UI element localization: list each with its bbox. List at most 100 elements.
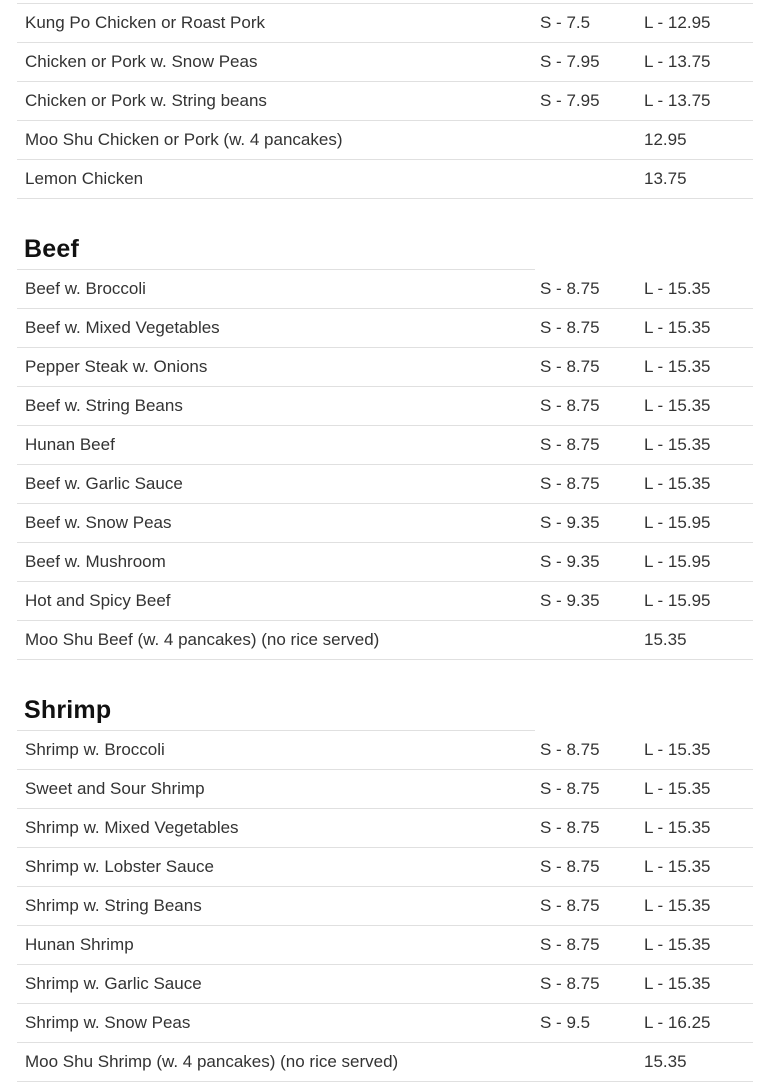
item-price-small: S - 9.35: [540, 513, 600, 532]
item-price-large: L - 15.35: [644, 896, 711, 915]
menu-table: Beef w. Broccoli S - 8.75 L - 15.35 Beef w.…: [17, 270, 753, 660]
menu-item-row: Shrimp w. Garlic Sauce S - 8.75 L - 15.35: [17, 965, 753, 1004]
item-name: Hunan Shrimp: [25, 935, 134, 954]
item-name: Kung Po Chicken or Roast Pork: [25, 13, 266, 32]
item-price-large: 15.35: [644, 1052, 687, 1071]
item-price-large: L - 15.35: [644, 974, 711, 993]
menu-item-row: Shrimp w. Snow Peas S - 9.5 L - 16.25: [17, 1004, 753, 1043]
menu-section-shrimp: Shrimp Shrimp w. Broccoli S - 8.75 L - 15.3…: [17, 695, 753, 1082]
item-price-large: L - 15.95: [644, 513, 711, 532]
item-name: Chicken or Pork w. Snow Peas: [25, 52, 258, 71]
menu-item-row: Beef w. String Beans S - 8.75 L - 15.35: [17, 387, 753, 426]
item-name: Pepper Steak w. Onions: [25, 357, 208, 376]
menu-item-row: Beef w. Garlic Sauce S - 8.75 L - 15.35: [17, 465, 753, 504]
section-title: Beef: [17, 234, 535, 270]
item-price-large: L - 15.35: [644, 279, 711, 298]
menu-item-row: Sweet and Sour Shrimp S - 8.75 L - 15.35: [17, 770, 753, 809]
item-price-small: S - 8.75: [540, 396, 600, 415]
item-price-large: L - 15.95: [644, 591, 711, 610]
item-name: Shrimp w. String Beans: [25, 896, 202, 915]
menu-item-row: Chicken or Pork w. String beans S - 7.95 L…: [17, 82, 753, 121]
item-name: Hunan Beef: [25, 435, 115, 454]
item-name: Moo Shu Shrimp (w. 4 pancakes) (no rice …: [25, 1052, 399, 1071]
item-price-large: L - 15.35: [644, 818, 711, 837]
item-price-small: S - 8.75: [540, 779, 600, 798]
menu-item-row: Pepper Steak w. Onions S - 8.75 L - 15.35: [17, 348, 753, 387]
item-name: Beef w. Broccoli: [25, 279, 146, 298]
item-price-small: S - 8.75: [540, 740, 600, 759]
menu-item-row: Lemon Chicken 13.75: [17, 160, 753, 199]
item-price-small: S - 8.75: [540, 474, 600, 493]
item-name: Sweet and Sour Shrimp: [25, 779, 205, 798]
item-name: Hot and Spicy Beef: [25, 591, 171, 610]
item-price-small: S - 7.95: [540, 52, 600, 71]
item-name: Beef w. Snow Peas: [25, 513, 172, 532]
item-price-large: L - 15.35: [644, 857, 711, 876]
item-price-large: L - 16.25: [644, 1013, 711, 1032]
item-price-large: L - 15.35: [644, 318, 711, 337]
item-name: Beef w. Mushroom: [25, 552, 166, 571]
item-price-small: S - 9.35: [540, 552, 600, 571]
menu-item-row: Shrimp w. String Beans S - 8.75 L - 15.35: [17, 887, 753, 926]
item-name: Shrimp w. Lobster Sauce: [25, 857, 214, 876]
item-name: Beef w. Mixed Vegetables: [25, 318, 220, 337]
item-name: Moo Shu Beef (w. 4 pancakes) (no rice se…: [25, 630, 380, 649]
menu-item-row: Beef w. Broccoli S - 8.75 L - 15.35: [17, 270, 753, 309]
item-price-small: S - 9.5: [540, 1013, 591, 1032]
menu-item-row: Beef w. Snow Peas S - 9.35 L - 15.95: [17, 504, 753, 543]
item-name: Moo Shu Chicken or Pork (w. 4 pancakes): [25, 130, 343, 149]
item-price-small: S - 8.75: [540, 935, 600, 954]
section-title: Shrimp: [17, 695, 535, 731]
item-price-small: S - 8.75: [540, 818, 600, 837]
item-name: Beef w. String Beans: [25, 396, 183, 415]
item-name: Shrimp w. Snow Peas: [25, 1013, 191, 1032]
item-name: Chicken or Pork w. String beans: [25, 91, 267, 110]
item-price-large: L - 15.35: [644, 474, 711, 493]
menu-item-row: Shrimp w. Broccoli S - 8.75 L - 15.35: [17, 731, 753, 770]
item-price-large: L - 15.35: [644, 357, 711, 376]
menu-item-row: Moo Shu Chicken or Pork (w. 4 pancakes) 1…: [17, 121, 753, 160]
item-name: Shrimp w. Garlic Sauce: [25, 974, 202, 993]
item-price-large: L - 15.35: [644, 396, 711, 415]
menu-item-row: Beef w. Mixed Vegetables S - 8.75 L - 15.3…: [17, 309, 753, 348]
item-price-small: S - 8.75: [540, 974, 600, 993]
item-price-small: S - 7.95: [540, 91, 600, 110]
menu-section-beef: Beef Beef w. Broccoli S - 8.75 L - 15.35 Bee…: [17, 234, 753, 660]
menu-section-untitled: Kung Po Chicken or Roast Pork S - 7.5 L - …: [17, 3, 753, 199]
item-price-small: S - 8.75: [540, 279, 600, 298]
menu-item-row: Chicken or Pork w. Snow Peas S - 7.95 L - …: [17, 43, 753, 82]
item-price-large: L - 15.35: [644, 779, 711, 798]
item-price-small: S - 8.75: [540, 357, 600, 376]
item-price-small: S - 8.75: [540, 435, 600, 454]
item-price-large: L - 15.95: [644, 552, 711, 571]
item-price-large: L - 15.35: [644, 435, 711, 454]
menu-item-row: Hunan Shrimp S - 8.75 L - 15.35: [17, 926, 753, 965]
item-price-small: S - 8.75: [540, 318, 600, 337]
menu-item-row: Moo Shu Shrimp (w. 4 pancakes) (no rice …: [17, 1043, 753, 1082]
item-price-large: 12.95: [644, 130, 687, 149]
item-name: Shrimp w. Broccoli: [25, 740, 165, 759]
item-price-small: S - 7.5: [540, 13, 591, 32]
item-price-small: S - 9.35: [540, 591, 600, 610]
item-price-large: L - 12.95: [644, 13, 711, 32]
item-name: Lemon Chicken: [25, 169, 144, 188]
menu-table: Kung Po Chicken or Roast Pork S - 7.5 L - …: [17, 3, 753, 199]
menu-item-row: Moo Shu Beef (w. 4 pancakes) (no rice se…: [17, 621, 753, 660]
item-price-large: L - 15.35: [644, 740, 711, 759]
menu-item-row: Shrimp w. Mixed Vegetables S - 8.75 L - 15…: [17, 809, 753, 848]
menu-item-row: Kung Po Chicken or Roast Pork S - 7.5 L - …: [17, 4, 753, 43]
item-price-large: L - 15.35: [644, 935, 711, 954]
item-price-large: 15.35: [644, 630, 687, 649]
item-name: Beef w. Garlic Sauce: [25, 474, 183, 493]
item-price-large: L - 13.75: [644, 91, 711, 110]
item-price-small: S - 8.75: [540, 857, 600, 876]
item-name: Shrimp w. Mixed Vegetables: [25, 818, 239, 837]
menu-item-row: Hunan Beef S - 8.75 L - 15.35: [17, 426, 753, 465]
menu-table: Shrimp w. Broccoli S - 8.75 L - 15.35 Sweet…: [17, 731, 753, 1082]
item-price-large: L - 13.75: [644, 52, 711, 71]
menu-item-row: Shrimp w. Lobster Sauce S - 8.75 L - 15.35: [17, 848, 753, 887]
menu-item-row: Beef w. Mushroom S - 9.35 L - 15.95: [17, 543, 753, 582]
item-price-large: 13.75: [644, 169, 687, 188]
item-price-small: S - 8.75: [540, 896, 600, 915]
